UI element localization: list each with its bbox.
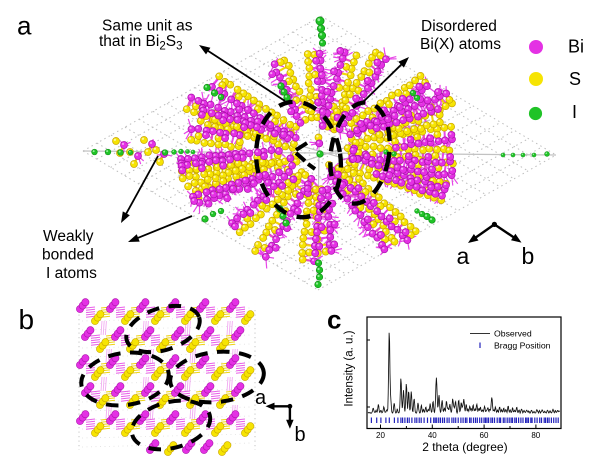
svg-text:a: a: [17, 11, 32, 41]
svg-text:a: a: [255, 387, 267, 409]
svg-text:Bi: Bi: [568, 37, 584, 57]
svg-text:I: I: [572, 102, 577, 122]
svg-text:S: S: [569, 69, 581, 89]
svg-text:bonded: bonded: [42, 247, 94, 264]
svg-text:Bragg Position: Bragg Position: [494, 341, 551, 351]
svg-text:that in Bi2S3: that in Bi2S3: [99, 33, 182, 53]
svg-text:Intensity (a. u.): Intensity (a. u.): [344, 330, 356, 406]
svg-text:I atoms: I atoms: [46, 265, 97, 282]
svg-text:c: c: [327, 305, 341, 335]
svg-text:Weakly: Weakly: [43, 228, 94, 245]
svg-text:80: 80: [531, 431, 540, 440]
svg-text:b: b: [19, 304, 35, 335]
svg-text:40: 40: [428, 431, 437, 440]
svg-text:Disordered: Disordered: [421, 18, 497, 35]
svg-text:60: 60: [480, 431, 489, 440]
svg-text:Bi(X) atoms: Bi(X) atoms: [420, 36, 501, 53]
svg-text:b: b: [295, 424, 306, 446]
svg-text:Observed: Observed: [494, 329, 532, 339]
svg-text:2 theta (degree): 2 theta (degree): [422, 440, 507, 454]
svg-text:Same unit as: Same unit as: [102, 18, 193, 35]
svg-text:a: a: [457, 243, 470, 269]
svg-text:b: b: [522, 243, 535, 269]
svg-text:20: 20: [376, 431, 385, 440]
